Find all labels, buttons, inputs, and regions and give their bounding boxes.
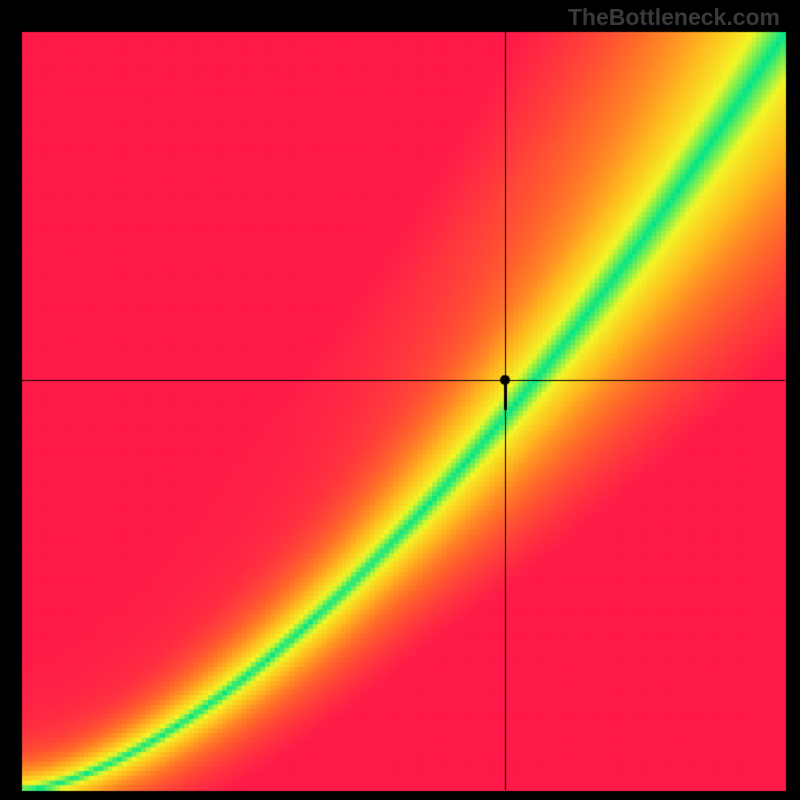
bottleneck-heatmap — [0, 0, 800, 800]
watermark-text: TheBottleneck.com — [568, 4, 780, 31]
chart-container: TheBottleneck.com — [0, 0, 800, 800]
